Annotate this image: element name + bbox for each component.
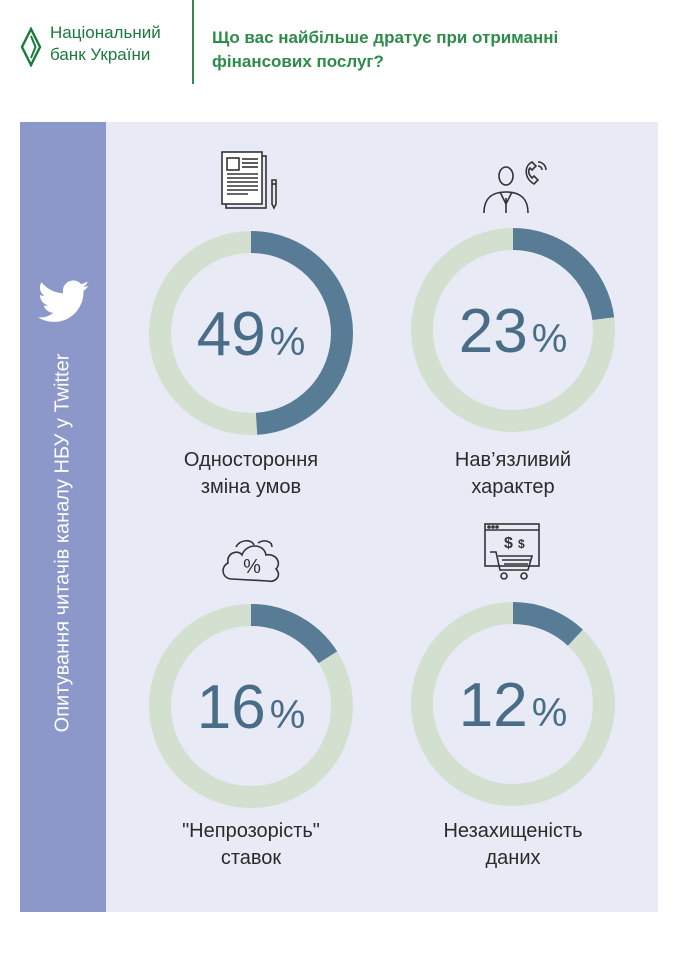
donut-4-percent-sign: % (532, 691, 568, 735)
category-label-4-line-2: даних (485, 847, 541, 869)
page-title: Що вас найбільше дратує при отриманні фі… (212, 26, 652, 74)
donut-1-value-arc (149, 231, 353, 435)
category-label-3: "Непрозорість" ставок (131, 818, 371, 872)
donut-1-percent-sign: % (270, 320, 306, 364)
category-label-3-line-2: ставок (220, 847, 282, 869)
category-label-2-line-2: характер (471, 476, 555, 498)
svg-text:%: % (243, 556, 261, 578)
category-label-1-line-1: Одностороння (183, 449, 319, 471)
category-label-4: Незахищеність даних (393, 818, 633, 872)
donut-3-percent-sign: % (270, 693, 306, 737)
donut-2-value-label: 23% (459, 297, 568, 366)
svg-text:$: $ (518, 537, 525, 551)
donut-4-value-number: 12 (459, 671, 528, 740)
donut-2-value-number: 23 (459, 297, 528, 366)
donut-3-value-label: 16% (197, 673, 306, 742)
donut-3-value-number: 16 (197, 673, 266, 742)
category-label-3-line-1: "Непрозорість" (182, 820, 320, 842)
category-label-4-line-1: Незахищеність (443, 820, 583, 842)
twitter-bird-icon (38, 280, 90, 322)
header-divider (192, 0, 194, 84)
donut-2-value-arc (411, 228, 615, 432)
percent-cloud-icon: % (222, 539, 280, 583)
logo-line-1: Національний (50, 23, 161, 42)
category-label-2-line-1: Нав’язливий (454, 449, 572, 471)
category-label-2: Нав’язливий характер (393, 447, 633, 501)
donut-1-value-label: 49% (197, 300, 306, 369)
online-shop-cart-icon: $ $ (484, 523, 540, 580)
category-label-1: Одностороння зміна умов (131, 447, 371, 501)
svg-text:$: $ (504, 535, 513, 552)
title-line-2: фінансових послуг? (212, 52, 384, 71)
donut-3-value-arc (149, 604, 353, 808)
logo-text: Національний банк України (50, 22, 161, 66)
donut-4-value-arc (411, 602, 615, 806)
donut-2-percent-sign: % (532, 317, 568, 361)
donut-1-value-number: 49 (197, 300, 266, 369)
logo-line-2: банк України (50, 45, 151, 64)
sidebar (20, 122, 106, 912)
category-label-1-line-2: зміна умов (200, 476, 302, 498)
donut-4-value-label: 12% (459, 671, 568, 740)
document-pen-icon (221, 151, 277, 210)
title-line-1: Що вас найбільше дратує при отриманні (212, 28, 559, 47)
header: Національний банк України Що вас найбіль… (0, 0, 679, 100)
person-phone-icon (483, 161, 547, 214)
nbu-logo-icon (20, 27, 42, 67)
